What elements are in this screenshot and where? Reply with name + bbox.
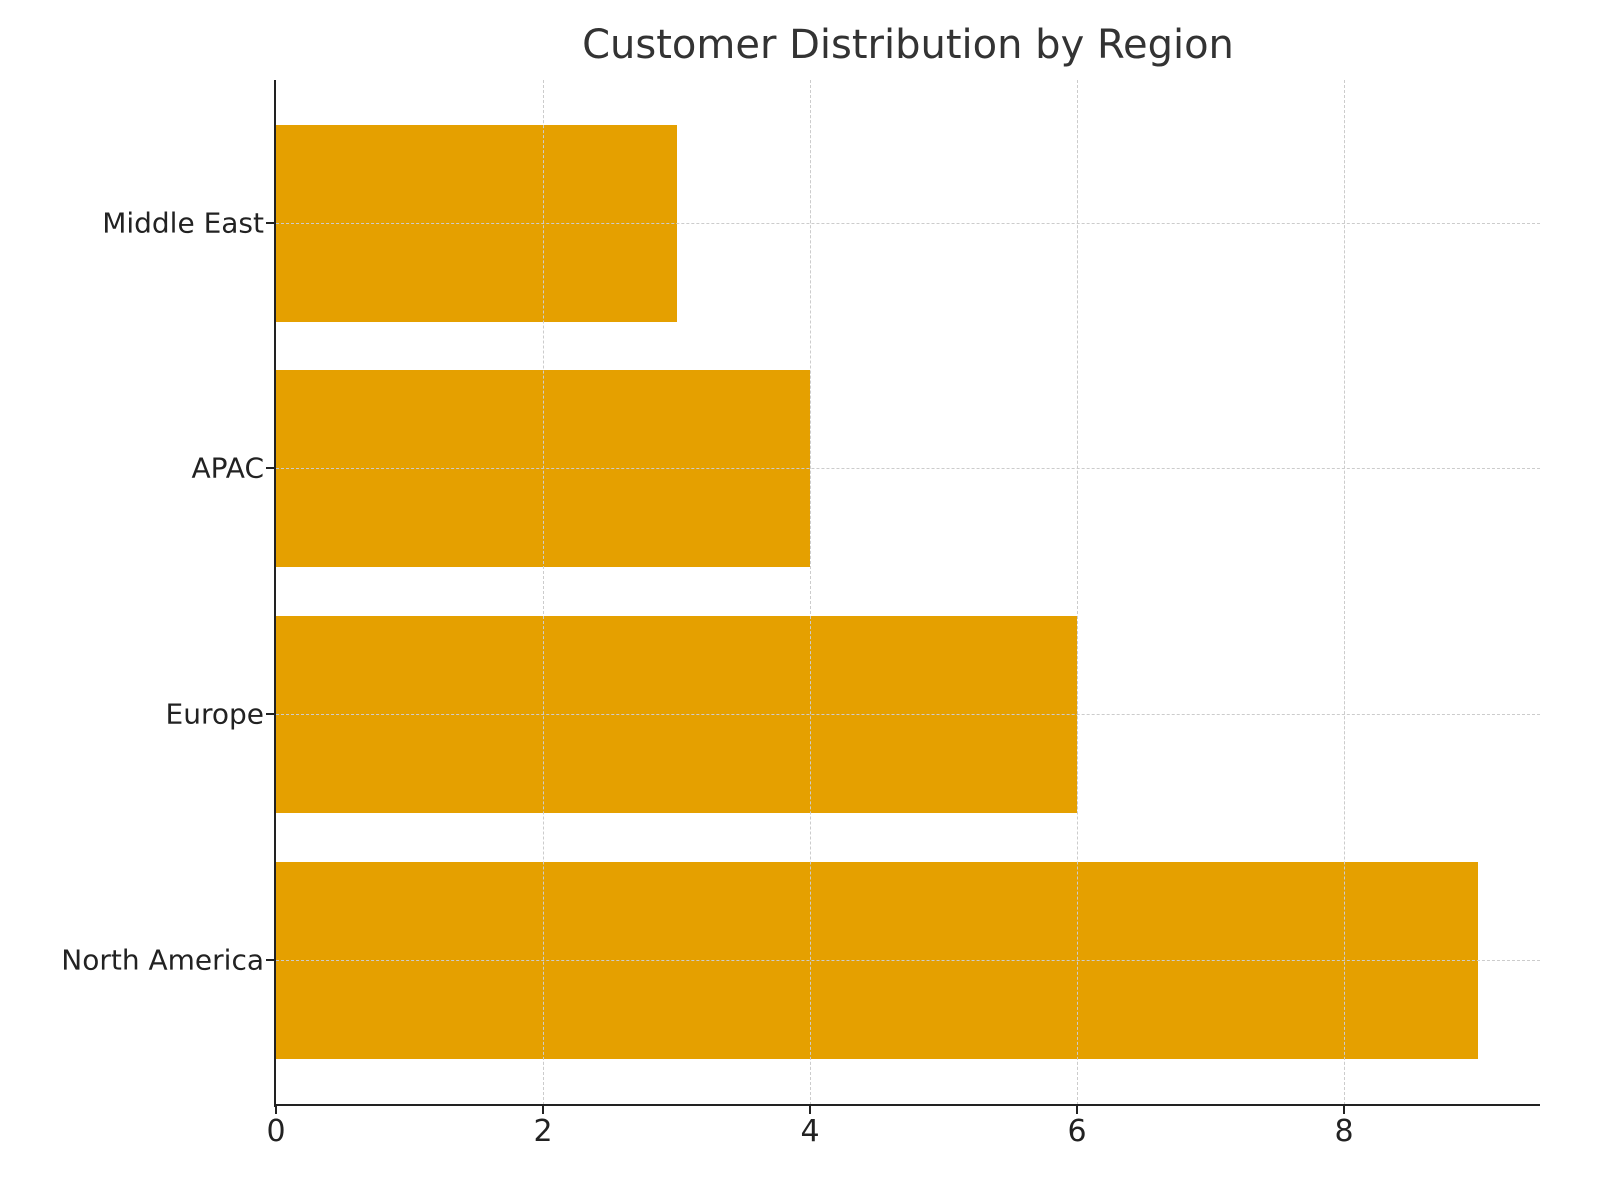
- y-tick-label: APAC: [191, 451, 264, 485]
- x-tick-mark: [1343, 1106, 1345, 1114]
- x-tick-mark: [1076, 1106, 1078, 1114]
- y-tick-label: Europe: [165, 697, 264, 731]
- y-tick-label: North America: [61, 943, 264, 977]
- x-tick-label: 6: [1067, 1114, 1087, 1149]
- x-tick-label: 8: [1334, 1114, 1354, 1149]
- x-tick-mark: [542, 1106, 544, 1114]
- y-tick-label: Middle East: [102, 206, 264, 240]
- plot-area: [276, 80, 1540, 1105]
- gridline-x-overlay-4: [810, 80, 811, 1105]
- x-tick-label: 4: [800, 1114, 820, 1149]
- x-tick-mark: [275, 1106, 277, 1114]
- gridline-x-overlay-8: [1344, 80, 1345, 1105]
- gridline-y-middle-east: [276, 223, 1540, 224]
- gridline-y-north-america: [276, 960, 1540, 961]
- x-axis-line: [274, 1104, 1540, 1106]
- chart-title: Customer Distribution by Region: [582, 22, 1234, 68]
- gridline-x-overlay-2: [543, 80, 544, 1105]
- y-axis-line: [274, 80, 276, 1107]
- x-tick-label: 2: [533, 1114, 553, 1149]
- x-tick-label: 0: [266, 1114, 286, 1149]
- y-tick-mark: [266, 713, 274, 715]
- gridline-x-overlay-6: [1077, 80, 1078, 1105]
- y-tick-mark: [266, 959, 274, 961]
- y-tick-mark: [266, 222, 274, 224]
- gridline-y-apac: [276, 468, 1540, 469]
- gridline-y-europe: [276, 714, 1540, 715]
- y-tick-mark: [266, 467, 274, 469]
- x-tick-mark: [809, 1106, 811, 1114]
